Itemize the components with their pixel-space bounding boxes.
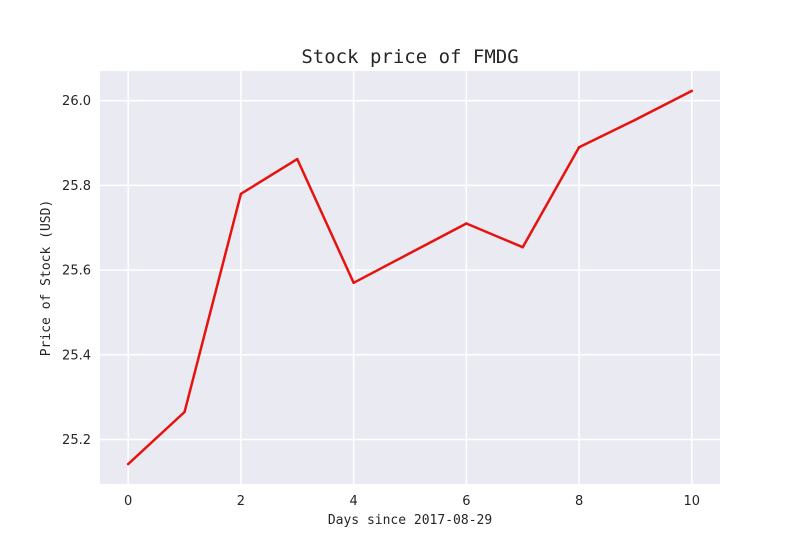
y-tick-label: 25.6 [62,264,91,279]
x-tick-label: 2 [237,494,245,509]
data-point [634,118,637,121]
tick-labels: 0 2 4 6 8 10 25.2 25.4 25.6 25.8 26.0 [62,94,700,509]
x-tick-label: 8 [575,494,583,509]
data-point [408,251,412,255]
data-point [521,246,524,249]
data-point [352,281,355,284]
y-tick-label: 25.2 [62,433,91,448]
x-axis-label: Days since 2017-08-29 [328,513,492,528]
plot-area [100,71,720,484]
data-point [126,462,130,466]
data-point [296,157,299,161]
chart-title: Stock price of FMDG [301,46,518,68]
x-tick-label: 6 [462,494,470,509]
grid-lines [100,71,720,484]
x-tick-label: 4 [349,494,357,509]
y-tick-label: 25.4 [62,348,91,363]
series-layer [126,89,694,466]
y-axis-label: Price of Stock (USD) [39,200,54,357]
data-point [239,192,243,196]
data-point [690,89,694,93]
y-tick-label: 26.0 [62,94,91,109]
x-tick-label: 10 [684,494,701,509]
y-tick-label: 25.8 [62,179,91,194]
data-point [183,410,186,414]
x-tick-label: 0 [124,494,132,509]
data-point [577,146,581,149]
data-point [465,222,468,225]
